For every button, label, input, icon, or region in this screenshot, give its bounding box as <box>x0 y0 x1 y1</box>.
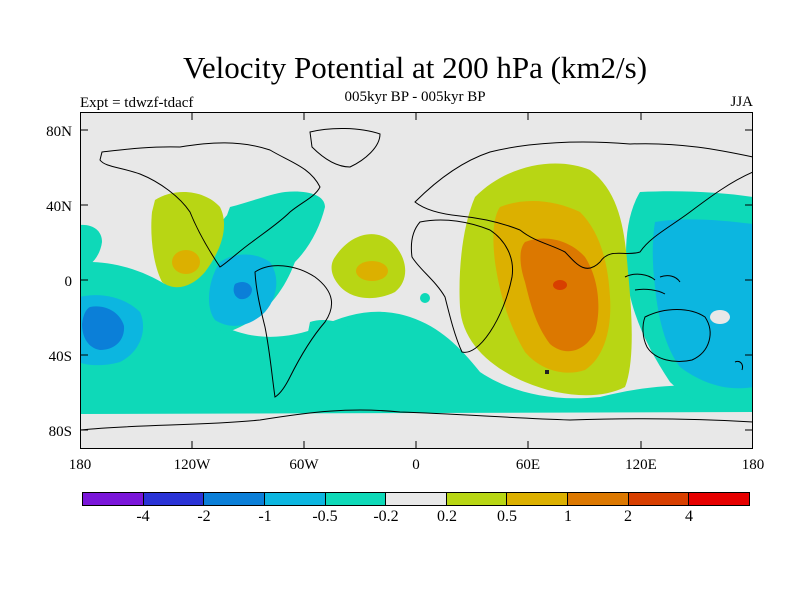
colorbar-box <box>204 493 265 505</box>
coastline-north-america <box>99 142 321 268</box>
coastline-indonesia <box>624 273 681 295</box>
map-data-marker <box>545 370 549 374</box>
contour-north-pacific-teal-west <box>80 224 102 270</box>
coastline-eurasia <box>414 141 753 269</box>
coastline-australia <box>642 309 711 362</box>
colorbar-box <box>143 493 205 505</box>
contour-indian-ocean-orange <box>520 238 599 352</box>
contour-north-pacific-yellow <box>151 191 225 288</box>
coastline-africa <box>410 219 514 353</box>
colorbar-label: 1 <box>564 508 572 525</box>
colorbar-label: -2 <box>197 508 211 525</box>
contour-south-atlantic-teal <box>305 320 357 371</box>
coastline-new-zealand <box>734 361 743 371</box>
colorbar-box <box>386 493 447 505</box>
lon-label-120w: 120W <box>173 457 211 473</box>
contour-atlantic-orange <box>356 261 388 281</box>
contour-indian-ocean-red <box>553 280 567 290</box>
colorbar-box <box>568 493 629 505</box>
contour-southern-ocean-band <box>80 261 753 414</box>
lon-label-180-east: 180 <box>741 457 765 473</box>
colorbar-label: -1 <box>258 508 272 525</box>
lat-label-80n: 80N <box>46 124 72 140</box>
lon-label-180-west: 180 <box>68 457 92 473</box>
lon-label-120e: 120E <box>625 457 657 473</box>
coastline-greenland <box>309 127 381 168</box>
contour-small-teal-patch <box>405 324 413 330</box>
contour-small-yellow-patch <box>420 293 430 303</box>
contour-south-pacific-dark <box>82 306 125 350</box>
colorbar-label: 0.2 <box>437 508 457 525</box>
experiment-label: Expt = tdwzf-tdacf <box>80 95 194 111</box>
colorbar-label: -0.2 <box>373 508 399 525</box>
coastline-antarctica <box>80 409 753 431</box>
season-label: JJA <box>730 94 753 110</box>
coastlines <box>80 127 753 431</box>
map-tick-marks <box>80 112 753 449</box>
colorbar-label: 4 <box>685 508 693 525</box>
contour-western-pacific-blue <box>652 219 753 389</box>
lon-label-0: 0 <box>412 457 420 473</box>
lat-label-40n: 40N <box>46 199 72 215</box>
colorbar-box <box>446 493 508 505</box>
contour-australia-hole <box>710 310 730 324</box>
chart-title: Velocity Potential at 200 hPa (km2/s) <box>182 50 648 85</box>
lon-label-60w: 60W <box>289 457 319 473</box>
map-svg <box>80 112 753 449</box>
coastline-south-america <box>254 265 333 398</box>
lat-label-80s: 80S <box>48 424 72 440</box>
colorbar-box <box>325 493 387 505</box>
colorbar-box <box>264 493 326 505</box>
colorbar-box <box>628 493 690 505</box>
colorbar-box <box>689 493 750 505</box>
lon-label-60e: 60E <box>515 457 541 473</box>
map-plot-area <box>80 112 753 449</box>
colorbar-label: 0.5 <box>497 508 517 525</box>
colorbar-label: 2 <box>624 508 632 525</box>
contour-north-pacific-orange <box>172 250 200 274</box>
colorbar-label: -4 <box>136 508 150 525</box>
lat-label-40s: 40S <box>48 349 72 365</box>
colorbar-box <box>83 493 144 505</box>
lat-label-0: 0 <box>64 274 73 290</box>
contour-east-pacific-dark <box>233 281 252 300</box>
positive-anomaly-fields <box>151 163 632 396</box>
chart-subtitle: 005kyr BP - 005kyr BP <box>344 89 486 105</box>
colorbar-label: -0.5 <box>312 508 338 525</box>
colorbar <box>82 492 750 506</box>
colorbar-box <box>507 493 569 505</box>
